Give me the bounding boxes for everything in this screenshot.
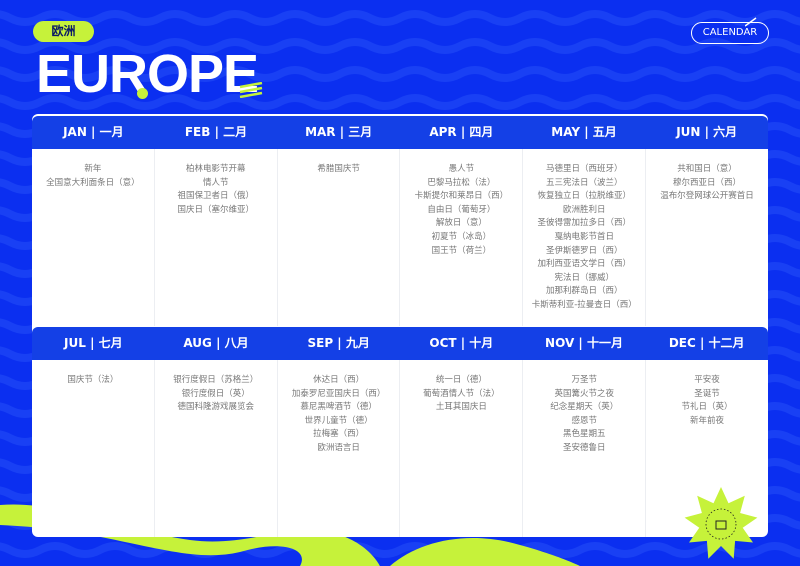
event-item: 感恩节: [571, 415, 597, 426]
events-row: 国庆节（法） 银行度假日（苏格兰） 银行度假日（英） 德国科隆游戏展览会 休达日（西） 加…: [32, 360, 768, 537]
region-tag: 欧洲: [33, 21, 94, 42]
month-events: 共和国日（意） 穆尔西亚日（西） 温布尔登网球公开赛首日: [646, 149, 768, 326]
green-swoosh-2: [390, 537, 580, 566]
month-label: OCT | 十月: [429, 336, 494, 350]
wave-line: [0, 542, 800, 558]
month-label: FEB | 二月: [184, 125, 248, 139]
month-events: 马德里日（西班牙） 五三宪法日（波兰） 恢复独立日（拉脱维亚） 欧洲胜利日圣彼得雷加拉…: [523, 149, 647, 326]
event-item: 欧洲胜利日: [562, 204, 606, 215]
event-item: 节礼日（英）: [681, 402, 733, 413]
event-item: 全国意大利面条日（意）: [46, 177, 140, 188]
event-item: 圣诞节: [694, 388, 720, 399]
event-item: 卡斯提尔和莱昂日（西）: [414, 191, 509, 202]
wave-line: [0, 66, 800, 82]
event-item: 希腊国庆节: [317, 164, 360, 174]
event-item: 圣彼得雷加拉多日（西）: [537, 218, 631, 229]
event-item: 万圣节: [571, 375, 597, 385]
event-item: 国王节（荷兰）: [431, 245, 492, 256]
event-item: 圣伊斯德罗日（西）: [545, 245, 623, 256]
event-item: 黑色星期五: [562, 429, 606, 440]
event-item: 国庆日（塞尔维亚）: [177, 204, 254, 215]
month-events: 休达日（西） 加泰罗尼亚国庆日（西） 慕尼黑啤酒节（德） 世界儿童节（德） 拉梅塞（西）…: [278, 360, 401, 537]
month-label: DEC | 十二月: [668, 336, 745, 350]
month-events: 柏林电影节开幕 情人节祖国保卫者日（俄） 国庆日（塞尔维亚）: [155, 149, 278, 326]
calendar-card: JAN | 一月 FEB | 二月 MAR | 三月 APR | 四月 MAY | 五月…: [32, 114, 768, 537]
event-item: 巴黎马拉松（法）: [427, 177, 496, 188]
event-item: 愚人节: [448, 164, 475, 174]
event-item: 平安夜: [694, 375, 720, 385]
month-events: 平安夜圣诞节节礼日（英） 新年前夜: [646, 360, 768, 537]
event-item: 德国科隆游戏展览会: [177, 402, 254, 413]
event-item: 祖国保卫者日（俄）: [177, 191, 254, 202]
event-item: 柏林电影节开幕: [185, 164, 246, 174]
event-item: 马德里日（西班牙）: [545, 164, 623, 174]
month-events: 银行度假日（苏格兰） 银行度假日（英） 德国科隆游戏展览会: [155, 360, 278, 537]
month-label: APR | 四月: [429, 125, 494, 139]
month-header-row: JUL | 七月 AUG | 八月 SEP | 九月 OCT | 十月 NOV | 十一…: [32, 327, 768, 360]
event-item: 土耳其国庆日: [435, 402, 487, 413]
event-item: 纪念星期天（英）: [550, 402, 619, 413]
wave-line: [0, 94, 800, 110]
month-label: MAR | 三月: [305, 125, 373, 139]
badge-stamp: [684, 487, 758, 559]
event-item: 五三宪法日（波兰）: [545, 177, 623, 188]
month-label: MAY | 五月: [551, 125, 617, 139]
event-item: 宪法日（挪威）: [554, 272, 614, 283]
events-row: 新年全国意大利面条日（意） 柏林电影节开幕 情人节祖国保卫者日（俄） 国庆日（塞尔维亚…: [32, 149, 768, 326]
stripes-decoration: [239, 82, 263, 98]
month-events: 愚人节巴黎马拉松（法） 卡斯提尔和莱昂日（西） 自由日（葡萄牙） 解放日（意） 初夏节（…: [400, 149, 524, 326]
month-events: 国庆节（法）: [32, 360, 155, 537]
event-item: 世界儿童节（德）: [304, 415, 373, 426]
calendar-button[interactable]: CALENDAR: [691, 22, 769, 44]
event-item: 解放日（意）: [435, 218, 487, 229]
month-label: JUN | 六月: [676, 125, 738, 139]
event-item: 统一日（德）: [435, 375, 487, 385]
gift-icon: [715, 520, 727, 530]
month-events: 希腊国庆节: [278, 149, 401, 326]
month-label: SEP | 九月: [307, 336, 370, 350]
event-item: 共和国日（意）: [677, 164, 737, 174]
event-item: 穆尔西亚日（西）: [673, 177, 742, 188]
event-item: 休达日（西）: [313, 375, 365, 385]
event-item: 新年: [84, 164, 102, 174]
month-header-row: JAN | 一月 FEB | 二月 MAR | 三月 APR | 四月 MAY | 五月…: [32, 116, 768, 149]
event-item: 温布尔登网球公开赛首日: [660, 191, 754, 202]
wave-line: [0, 10, 800, 26]
event-item: 情人节: [202, 177, 229, 188]
event-item: 新年前夜: [690, 415, 725, 426]
month-label: AUG | 八月: [183, 336, 249, 350]
month-label: JAN | 一月: [63, 125, 124, 139]
month-label: NOV | 十一月: [545, 336, 623, 350]
event-item: 银行度假日（苏格兰）: [173, 375, 259, 385]
pointer-decoration: [745, 17, 757, 27]
event-item: 初夏节（冰岛）: [431, 231, 492, 242]
event-item: 拉梅塞（西）: [313, 429, 365, 440]
event-item: 国庆节（法）: [67, 375, 119, 385]
event-item: 圣安德鲁日: [562, 442, 606, 453]
event-item: 加利西亚语文学日（西）: [537, 259, 631, 270]
event-item: 葡萄酒情人节（法）: [423, 388, 500, 399]
event-item: 加泰罗尼亚国庆日（西）: [291, 388, 386, 399]
month-label: JUL | 七月: [64, 336, 123, 350]
event-item: 自由日（葡萄牙）: [427, 204, 496, 215]
month-events: 新年全国意大利面条日（意）: [32, 149, 155, 326]
month-events: 统一日（德） 葡萄酒情人节（法） 土耳其国庆日: [400, 360, 524, 537]
event-item: 加那利群岛日（西）: [545, 286, 623, 297]
event-item: 英国篝火节之夜: [554, 388, 614, 399]
event-item: 恢复独立日（拉脱维亚）: [537, 191, 631, 202]
wave-line: [0, 38, 800, 54]
event-item: 欧洲语言日: [317, 442, 360, 453]
event-item: 卡斯蒂利亚-拉曼查日（西）: [531, 299, 637, 310]
event-item: 慕尼黑啤酒节（德）: [300, 402, 377, 413]
title-dot-decoration: [137, 88, 148, 99]
event-item: 戛纳电影节首日: [554, 231, 614, 242]
event-item: 银行度假日（英）: [181, 388, 250, 399]
month-events: 万圣节英国篝火节之夜 纪念星期天（英） 感恩节黑色星期五圣安德鲁日: [523, 360, 647, 537]
